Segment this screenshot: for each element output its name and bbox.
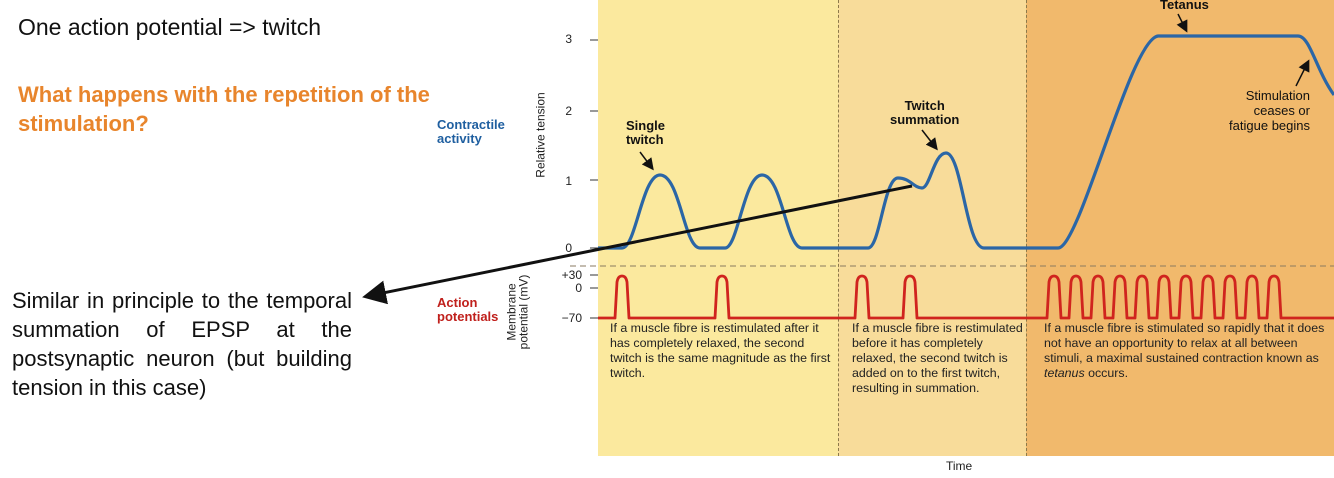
caption-tetanus-pre: If a muscle fibre is stimulated so rapid… [1044, 321, 1325, 365]
caption-summation: If a muscle fibre is restimulated before… [852, 321, 1023, 395]
tension-tick: 2 [565, 104, 572, 118]
panel-single-twitch [598, 0, 838, 456]
twitch-summation-annotation: Twitch summation [890, 99, 959, 127]
summation-arrow [921, 129, 938, 151]
action-label-line2: potentials [437, 309, 499, 324]
tetanus-annotation: Tetanus [1160, 0, 1209, 12]
action-potential-trace [598, 274, 1334, 320]
analogy-pointer-arrow [362, 184, 913, 305]
panel-divider [838, 0, 839, 456]
intro-line: One action potential => twitch [18, 14, 322, 40]
caption-single-twitch: If a muscle fibre is restimulated after … [610, 321, 831, 380]
tension-tick: 1 [565, 174, 572, 188]
panel-summation [838, 0, 1026, 456]
contractile-label-line2: activity [437, 131, 482, 146]
single-twitch-line2: twitch [626, 132, 664, 147]
caption-tetanus-term: tetanus [1044, 366, 1085, 380]
question-heading: What happens with the repetition of the … [18, 82, 430, 136]
membrane-tick: +30 [561, 268, 582, 282]
caption-tetanus-post: occurs. [1084, 366, 1129, 380]
contractile-label-line1: Contractile [437, 117, 505, 132]
tension-curve [598, 34, 1334, 250]
caption-tetanus: If a muscle fibre is stimulated so rapid… [1044, 321, 1330, 381]
single-twitch-annotation: Single twitch [626, 119, 665, 147]
single-twitch-line1: Single [626, 118, 666, 133]
panel-tetanus [1026, 0, 1334, 456]
contractile-activity-label: Contractile activity [437, 118, 505, 146]
single-twitch-arrow [639, 151, 654, 171]
membrane-tick: −70 [561, 311, 582, 325]
membrane-tick: 0 [575, 281, 582, 295]
tension-tick: 0 [565, 241, 572, 255]
stimulation-ceases-annotation: Stimulation ceases or fatigue begins [1229, 88, 1310, 133]
action-potentials-label: Action potentials [437, 296, 498, 324]
analogy-paragraph: Similar in principle to the temporal sum… [12, 288, 352, 400]
cease-arrow [1295, 59, 1310, 87]
x-axis-time-label: Time [946, 459, 973, 473]
twitch-summation-line1: Twitch [904, 98, 945, 113]
tetanus-arrow [1176, 13, 1188, 33]
action-label-line1: Action [437, 295, 478, 310]
twitch-summation-line2: summation [890, 112, 960, 127]
tension-tick: 3 [565, 32, 572, 46]
panel-divider [1026, 0, 1027, 456]
